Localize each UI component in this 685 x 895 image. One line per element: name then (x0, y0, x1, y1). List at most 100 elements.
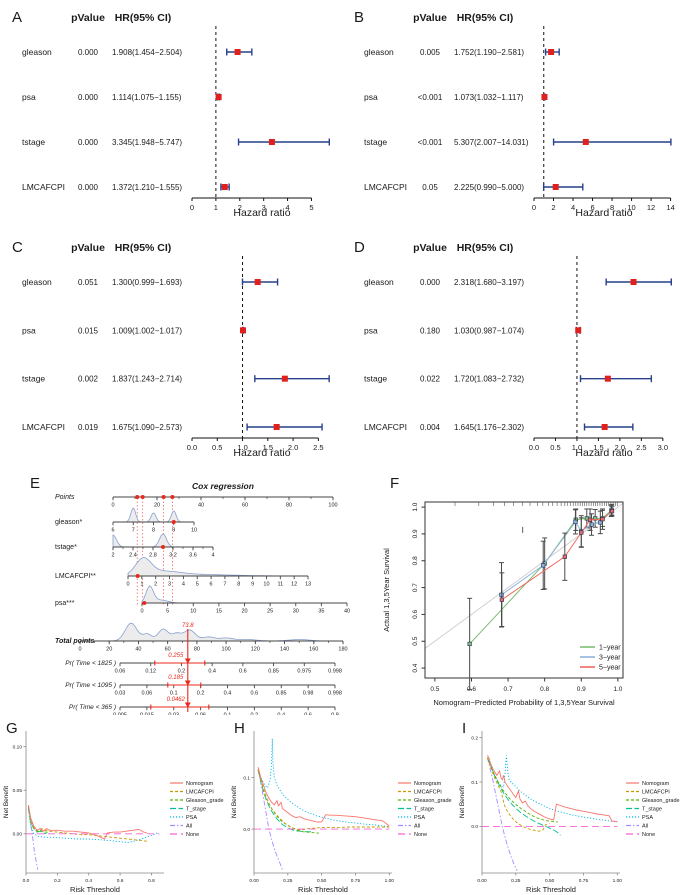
y-tick-label: 0.0 (243, 827, 250, 833)
total-points-value: 73.8 (182, 623, 194, 629)
pr-pointer (184, 702, 191, 708)
x-tick-label: 10 (627, 203, 635, 212)
axis-label: gleason* (55, 519, 83, 526)
data-point (541, 563, 546, 568)
forest-row-psa: psa 0.180 1.030(0.987−1.074) (364, 325, 582, 335)
legend-label: 5−year (599, 665, 621, 672)
x-tick-label: 4 (285, 203, 289, 212)
x-axis-title: Risk Threshold (70, 885, 120, 894)
row-hr-ci: 1.300(0.999−1.693) (112, 278, 182, 287)
density-curve (80, 622, 343, 642)
row-label: psa (22, 325, 36, 335)
tick-label: 13 (305, 582, 311, 588)
tick-label: 0.2 (197, 691, 205, 697)
tick-label: 3 (168, 582, 171, 588)
dca-curve-T_stage (257, 769, 311, 833)
tick-label: 5 (166, 609, 169, 615)
hr-point (601, 424, 608, 430)
nomogram-pr-row: Pr( Time < 365 ) 0.005 0.015 0.03 0.06 0.1 0.2… (69, 697, 339, 715)
dca-curve-All (257, 769, 283, 870)
dca-curve-Nomogram (27, 804, 147, 840)
forest-row-tstage: tstage 0.002 1.837(1.243−2.714) (22, 374, 330, 384)
red-marker (135, 495, 140, 499)
data-point (499, 597, 504, 602)
tick-label: 0 (126, 582, 129, 588)
pr-pointer (184, 680, 191, 686)
tick-label: 20 (106, 647, 112, 653)
tick-label: 0.015 (140, 713, 154, 716)
forest-row-psa: psa <0.001 1.073(1.032−1.117) (364, 92, 548, 102)
tick-label: 60 (242, 503, 248, 509)
x-tick-label: 0.2 (54, 878, 61, 884)
tick-label: 0.06 (195, 713, 206, 716)
axis-label: LMCAFCPI** (55, 573, 96, 580)
row-hr-ci: 5.307(2.007−14.031) (454, 138, 529, 147)
row-label: LMCAFCPI (22, 182, 65, 192)
tick-label: 0.98 (303, 691, 314, 697)
data-point (587, 517, 593, 522)
dca-curve-All (486, 757, 518, 872)
tick-label: 6 (111, 528, 114, 534)
tick-label: 0.998 (328, 669, 342, 675)
x-tick-label: 0.5 (550, 443, 560, 452)
tick-label: 10 (190, 609, 196, 615)
legend-label: None (186, 832, 199, 838)
row-label: gleason (364, 277, 394, 287)
forest-row-LMCAFCPI: LMCAFCPI 0.004 1.645(1.176−2.302) (364, 422, 634, 432)
tick-label: 4 (211, 553, 214, 559)
row-hr-ci: 1.837(1.243−2.714) (112, 375, 182, 384)
hr-point (215, 94, 222, 100)
row-hr-ci: 1.675(1.090−2.573) (112, 423, 182, 432)
tick-label: 40 (344, 609, 350, 615)
x-tick-label: 0.25 (511, 878, 521, 884)
col-header-pvalue: pValue (413, 12, 447, 24)
tick-label: 5 (196, 582, 199, 588)
x-tick-label: 6 (590, 203, 594, 212)
panel-letter: C (12, 239, 23, 256)
data-point (467, 641, 472, 647)
forest-row-gleason: gleason 0.000 1.908(1.454−2.504) (22, 47, 253, 57)
tick-label: 120 (251, 647, 260, 653)
legend-label: T_stage (414, 807, 434, 813)
dca-curve-Nomogram (257, 766, 390, 827)
x-tick-label: 3.0 (658, 443, 668, 452)
forest-row-LMCAFCPI: LMCAFCPI 0.019 1.675(1.090−2.573) (22, 422, 323, 432)
hr-point (268, 139, 275, 145)
forest-row-tstage: tstage <0.001 5.307(2.007−14.031) (364, 137, 672, 147)
x-tick-label: 0.0 (23, 878, 30, 884)
hr-point (575, 327, 582, 334)
row-hr-ci: 2.318(1.680−3.197) (454, 278, 524, 287)
tick-label: 0.6 (239, 669, 247, 675)
y-tick-label: 0.6 (412, 610, 419, 619)
panel-letter: I (462, 720, 466, 737)
data-point (600, 517, 605, 522)
row-label: LMCAFCPI (364, 422, 407, 432)
y-tick-label: 0.2 (471, 735, 478, 741)
tick-label: 35 (318, 609, 324, 615)
legend-label: PSA (642, 815, 653, 821)
pr-value: 0.0462 (167, 697, 186, 703)
dca-curve-LMCAFCPI (27, 806, 149, 843)
axis-label: Points (55, 494, 75, 501)
red-marker (170, 495, 175, 499)
row-pvalue: 0.005 (420, 48, 441, 57)
tick-label: 80 (286, 503, 292, 509)
dca-curve-Gleason_grade (486, 757, 558, 823)
tick-label: 0 (140, 609, 143, 615)
tick-label: 0.4 (208, 669, 216, 675)
tick-label: 0.12 (145, 669, 156, 675)
calibration-series-1−year (467, 503, 615, 691)
legend-label: Nomogram (414, 781, 442, 787)
row-pvalue: <0.001 (418, 93, 443, 102)
dca-svg-H: H 0.0 0.1 0.00 0.25 0.50 0.75 1.00 Risk Threshol… (231, 720, 452, 894)
x-axis-title: Nomogram−Predicted Probability of 1,3,5Y… (433, 698, 615, 707)
row-pvalue: 0.019 (78, 423, 99, 432)
row-label: gleason (22, 277, 52, 287)
nomogram-pr-row: Pr( Time < 1825 ) 0.06 0.12 0.2 0.4 0.6 0.85 0.… (65, 653, 342, 675)
red-marker (161, 545, 165, 549)
hr-point (239, 327, 246, 334)
